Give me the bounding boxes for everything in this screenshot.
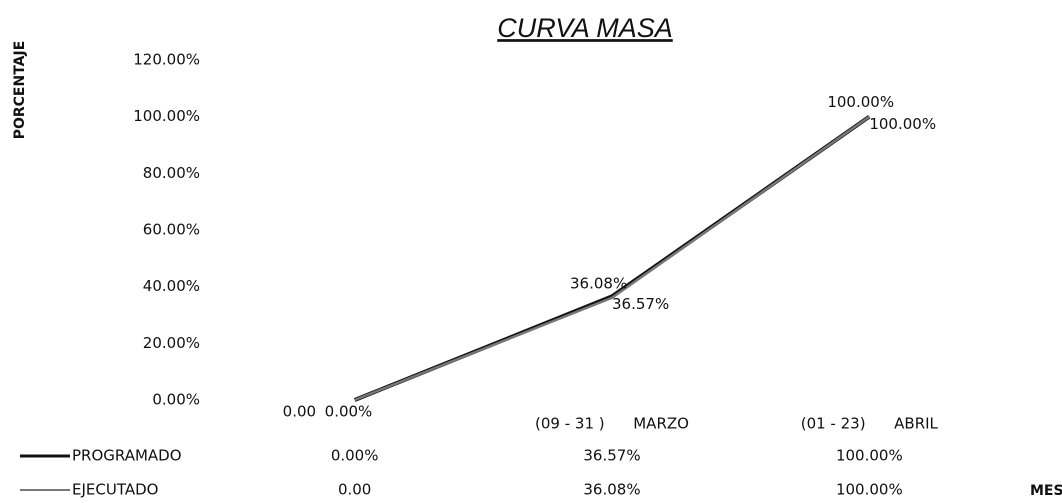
data-label: 100.00% xyxy=(869,115,936,133)
data-label: 36.57% xyxy=(612,295,669,313)
table-cell: 0.00 xyxy=(338,481,371,499)
series-line xyxy=(353,115,871,402)
y-tick-label: 100.00% xyxy=(133,107,200,125)
x-tick-label: (09 - 31 ) MARZO xyxy=(535,415,689,433)
x-axis-label: MESES xyxy=(1030,483,1062,499)
data-label: 100.00% xyxy=(827,93,894,111)
y-tick-label: 0.00% xyxy=(152,391,200,409)
legend-label: PROGRAMADO xyxy=(72,447,182,465)
y-tick-label: 80.00% xyxy=(143,164,200,182)
y-tick-label: 40.00% xyxy=(143,277,200,295)
y-tick-label: 120.00% xyxy=(133,51,200,69)
series-line xyxy=(354,115,871,402)
table-cell: 100.00% xyxy=(836,447,903,465)
table-cell: 36.57% xyxy=(583,447,640,465)
chart-title: CURVA MASA xyxy=(497,13,673,43)
table-cell: 0.00% xyxy=(331,447,379,465)
data-label: 0.00% xyxy=(325,403,373,421)
table-cell: 100.00% xyxy=(836,481,903,499)
y-tick-label: 60.00% xyxy=(143,221,200,239)
x-tick-label: (01 - 23) ABRIL xyxy=(801,415,939,433)
y-axis-label: PORCENTAJE xyxy=(12,41,28,140)
data-label: 0.00 xyxy=(283,403,316,421)
legend-label: EJECUTADO xyxy=(72,481,158,499)
y-tick-label: 20.00% xyxy=(143,334,200,352)
table-cell: 36.08% xyxy=(583,481,640,499)
data-label: 36.08% xyxy=(570,274,627,292)
